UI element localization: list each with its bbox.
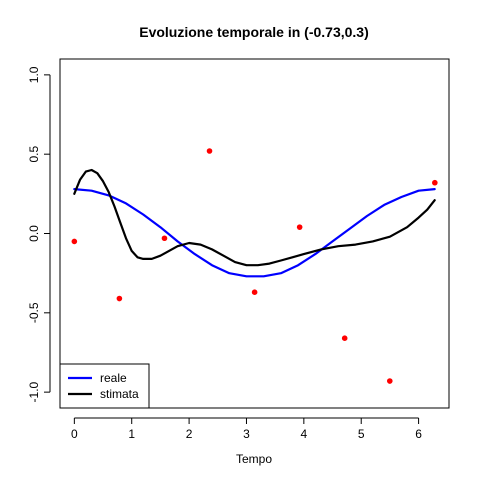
x-tick-label: 3 — [243, 427, 250, 441]
y-tick-label: -0.5 — [27, 302, 41, 323]
data-point — [161, 235, 168, 242]
data-point — [116, 295, 123, 302]
x-tick-label: 4 — [300, 427, 307, 441]
x-axis-label: Tempo — [236, 452, 272, 466]
y-tick-label: 1.0 — [27, 66, 41, 83]
legend-label-stimata: stimata — [100, 387, 139, 401]
plot-frame — [59, 58, 450, 409]
data-point — [251, 289, 258, 295]
data-point — [386, 378, 393, 384]
legend-label-reale: reale — [100, 371, 127, 385]
x-tick-label: 2 — [186, 427, 193, 441]
x-tick-label: 1 — [128, 427, 135, 441]
y-tick-label: 0.5 — [27, 146, 41, 163]
data-point — [296, 224, 303, 230]
series-line-reale — [73, 188, 436, 278]
data-point — [341, 335, 348, 342]
x-tick-label: 0 — [71, 427, 78, 441]
plot-area: 0 1 2 3 4 5 6 -1.0 -0.5 0.0 0.5 1.0 reale stimata — [27, 58, 450, 441]
legend-box — [59, 363, 150, 409]
data-point — [432, 179, 438, 186]
y-tick-label: -1.0 — [27, 381, 41, 402]
x-tick-label: 5 — [358, 427, 365, 441]
chart-title: Evoluzione temporale in (-0.73,0.3) — [139, 24, 369, 40]
x-tick-label: 6 — [415, 427, 422, 441]
data-point — [71, 238, 78, 245]
series-line-stimata — [73, 168, 436, 267]
data-point — [206, 148, 213, 154]
y-tick-label: 0.0 — [27, 225, 41, 242]
